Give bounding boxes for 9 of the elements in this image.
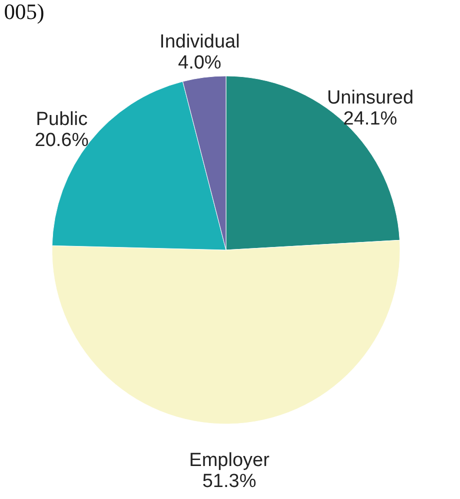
slice-label: Uninsured bbox=[326, 87, 414, 108]
data-label: 51.3% bbox=[202, 470, 256, 492]
data-label: 24.1% bbox=[343, 108, 398, 130]
data-label: 4.0% bbox=[178, 52, 222, 74]
text: 005) bbox=[4, 0, 44, 24]
data-label: 20.6% bbox=[34, 130, 89, 152]
slice-label: Individual bbox=[160, 32, 240, 53]
slice-label: Public bbox=[36, 109, 88, 130]
slice-label: Employer bbox=[189, 450, 270, 471]
